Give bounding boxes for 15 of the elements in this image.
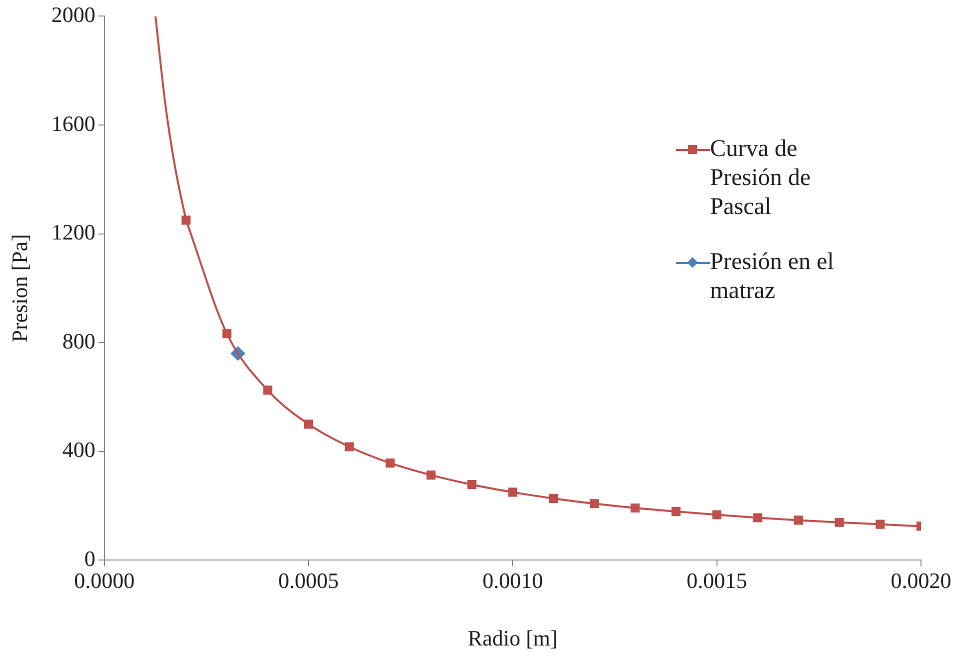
x-tick-label: 0.0010 bbox=[482, 568, 543, 594]
y-tick-label: 1600 bbox=[51, 110, 96, 136]
y-tick-label: 1200 bbox=[51, 220, 96, 245]
x-tick-label: 0.0015 bbox=[686, 568, 748, 594]
y-axis-title: Presion [Pa] bbox=[6, 234, 32, 342]
x-axis-title: Radio [m] bbox=[468, 626, 558, 651]
legend-label: Curva de Presión de Pascal bbox=[710, 135, 812, 222]
y-tick-label: 2000 bbox=[51, 2, 96, 27]
legend-label: Presión en el matraz bbox=[710, 248, 835, 306]
x-tick-label: 0.0020 bbox=[890, 568, 952, 594]
y-tick-label: 800 bbox=[62, 328, 96, 354]
y-tick-label: 400 bbox=[62, 437, 96, 462]
x-tick-label: 0.0005 bbox=[278, 568, 339, 594]
x-tick-label: 0.0000 bbox=[74, 568, 135, 594]
y-tick-label: 0 bbox=[84, 546, 96, 571]
